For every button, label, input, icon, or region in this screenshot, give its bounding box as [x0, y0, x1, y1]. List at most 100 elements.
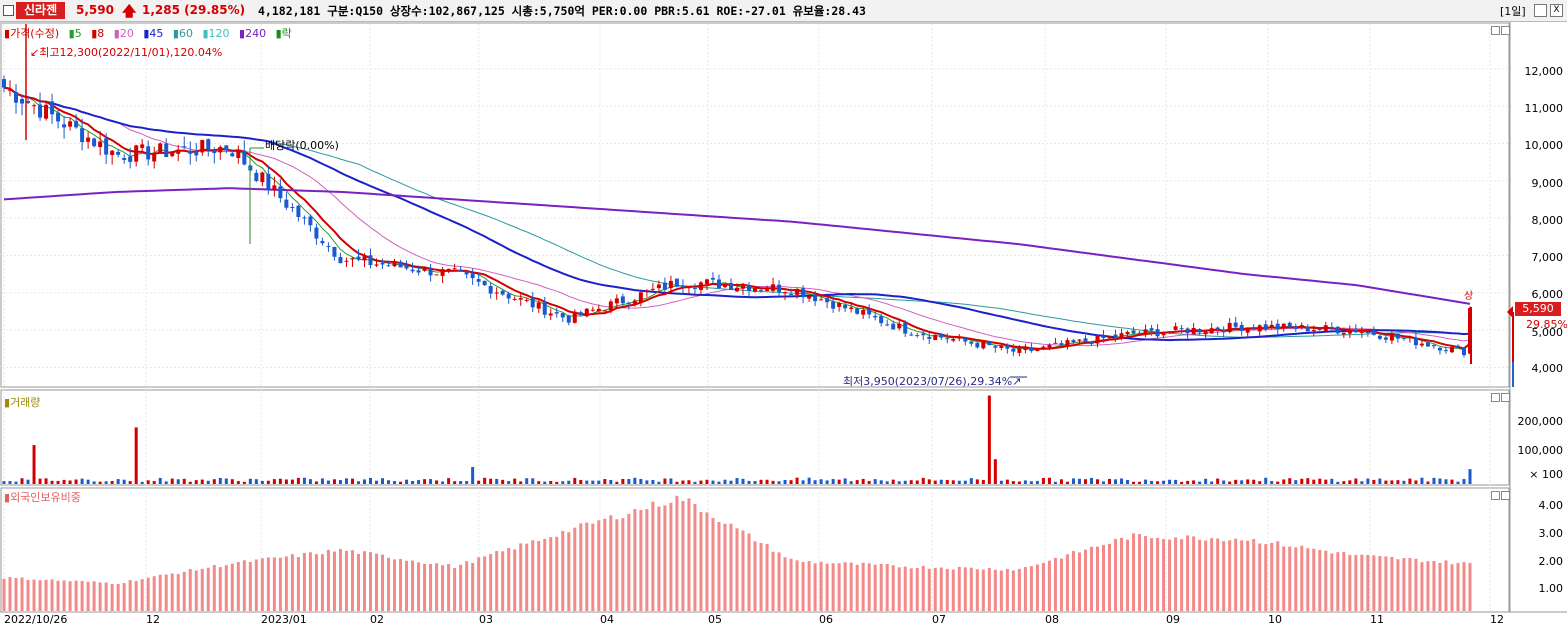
foreign-bar [26, 580, 30, 611]
candle-body [416, 270, 421, 273]
legend-price[interactable]: ▮가격(수정) [4, 27, 60, 40]
volume-bar [350, 478, 354, 484]
panel-close-button[interactable] [1501, 491, 1510, 500]
foreign-bar [1264, 544, 1268, 611]
panel-close-button[interactable] [1501, 26, 1510, 35]
period-selector[interactable]: [1일] [1500, 5, 1526, 18]
foreign-bar [230, 563, 234, 611]
candle-body [668, 280, 673, 289]
price-legend: ▮가격(수정) ▮5 ▮8 ▮20 ▮45 ▮60 ▮120 ▮240 ▮락 [4, 25, 298, 41]
candle-body [1443, 350, 1448, 352]
panel-close-button[interactable] [1501, 393, 1510, 402]
foreign-bar [1330, 553, 1334, 611]
volume-bar [1360, 481, 1364, 484]
volume-bar [1210, 481, 1214, 484]
volume-bar [38, 478, 42, 484]
legend-ma20[interactable]: ▮20 [113, 27, 134, 40]
candle-body [518, 298, 523, 300]
foreign-bar [801, 561, 805, 611]
foreign-bar [747, 533, 751, 611]
volume-bar [909, 480, 913, 484]
foreign-bar [969, 567, 973, 611]
volume-bar [393, 481, 397, 484]
volume-bar [212, 479, 216, 484]
candle-body [1395, 333, 1400, 339]
volume-bar [1035, 480, 1039, 484]
y-tick: 5,000 [1531, 326, 1564, 339]
volume-bar [669, 478, 673, 484]
legend-ma60[interactable]: ▮60 [172, 27, 193, 40]
volume-bar [248, 478, 252, 484]
candle-body [1431, 345, 1436, 347]
candle-body [1005, 344, 1010, 349]
legend-ma8[interactable]: ▮8 [91, 27, 105, 40]
foreign-bar [999, 570, 1003, 611]
candle-body [1149, 328, 1154, 331]
foreign-bar [903, 566, 907, 611]
panel-min-button[interactable] [1491, 491, 1500, 500]
volume-bar [615, 481, 619, 484]
candle-body [290, 207, 295, 209]
foreign-bar [567, 532, 571, 611]
candle-body [1113, 334, 1118, 338]
volume-bar [507, 481, 511, 484]
foreign-bar [675, 495, 679, 611]
candle-body [1269, 324, 1274, 329]
foreign-bar [164, 574, 168, 611]
foreign-bar [1366, 554, 1370, 611]
select-checkbox[interactable] [3, 5, 14, 16]
volume-bar [1276, 481, 1280, 484]
foreign-bar [777, 552, 781, 611]
candle-body [747, 285, 752, 292]
candle-body [404, 265, 409, 269]
volume-bar [891, 479, 895, 484]
foreign-bar [861, 562, 865, 611]
candle-body [428, 269, 433, 276]
candle-body [554, 312, 559, 314]
volume-bar [675, 481, 679, 484]
foreign-bar [146, 577, 150, 611]
candle-body [398, 261, 403, 268]
volume-bar [453, 481, 457, 484]
foreign-bar [465, 561, 469, 611]
candle-body [753, 288, 758, 292]
legend-exdiv[interactable]: ▮락 [275, 27, 292, 40]
legend-ma240[interactable]: ▮240 [239, 27, 267, 40]
foreign-bar [507, 548, 511, 611]
foreign-ownership-bars [2, 495, 1472, 611]
panel-min-button[interactable] [1491, 393, 1500, 402]
legend-ma5[interactable]: ▮5 [68, 27, 82, 40]
foreign-bar [1114, 539, 1118, 611]
restore-window-button[interactable] [1534, 4, 1547, 17]
foreign-bar [399, 558, 403, 611]
foreign-bar [1378, 555, 1382, 611]
foreign-bar [110, 583, 114, 611]
ma240-line [3, 187, 1471, 305]
panel-min-button[interactable] [1491, 26, 1500, 35]
legend-ma120[interactable]: ▮120 [202, 27, 230, 40]
close-window-button[interactable]: X [1550, 4, 1563, 17]
candle-body [765, 289, 770, 291]
candle-body [1257, 325, 1262, 332]
stock-chart[interactable] [0, 22, 1567, 630]
stock-name-badge[interactable]: 신라젠 [16, 2, 66, 19]
foreign-bar [1047, 560, 1051, 611]
candle-body [783, 292, 788, 294]
foreign-bar [723, 523, 727, 611]
candle-body [482, 280, 487, 286]
foreign-bar [939, 567, 943, 611]
volume-bar [1102, 481, 1105, 484]
volume-bar [290, 479, 294, 484]
candle-body [44, 104, 49, 119]
volume-bar [92, 481, 96, 484]
up-arrow-icon: 🡅 [122, 4, 137, 20]
foreign-bar [387, 557, 391, 611]
foreign-bar [519, 543, 523, 611]
volume-bar [278, 478, 282, 484]
foreign-bar [1041, 562, 1045, 611]
legend-ma45[interactable]: ▮45 [143, 27, 164, 40]
foreign-bar [320, 554, 324, 611]
volume-bar [1240, 480, 1244, 484]
candle-body [1083, 338, 1088, 342]
candle-body [620, 296, 625, 304]
